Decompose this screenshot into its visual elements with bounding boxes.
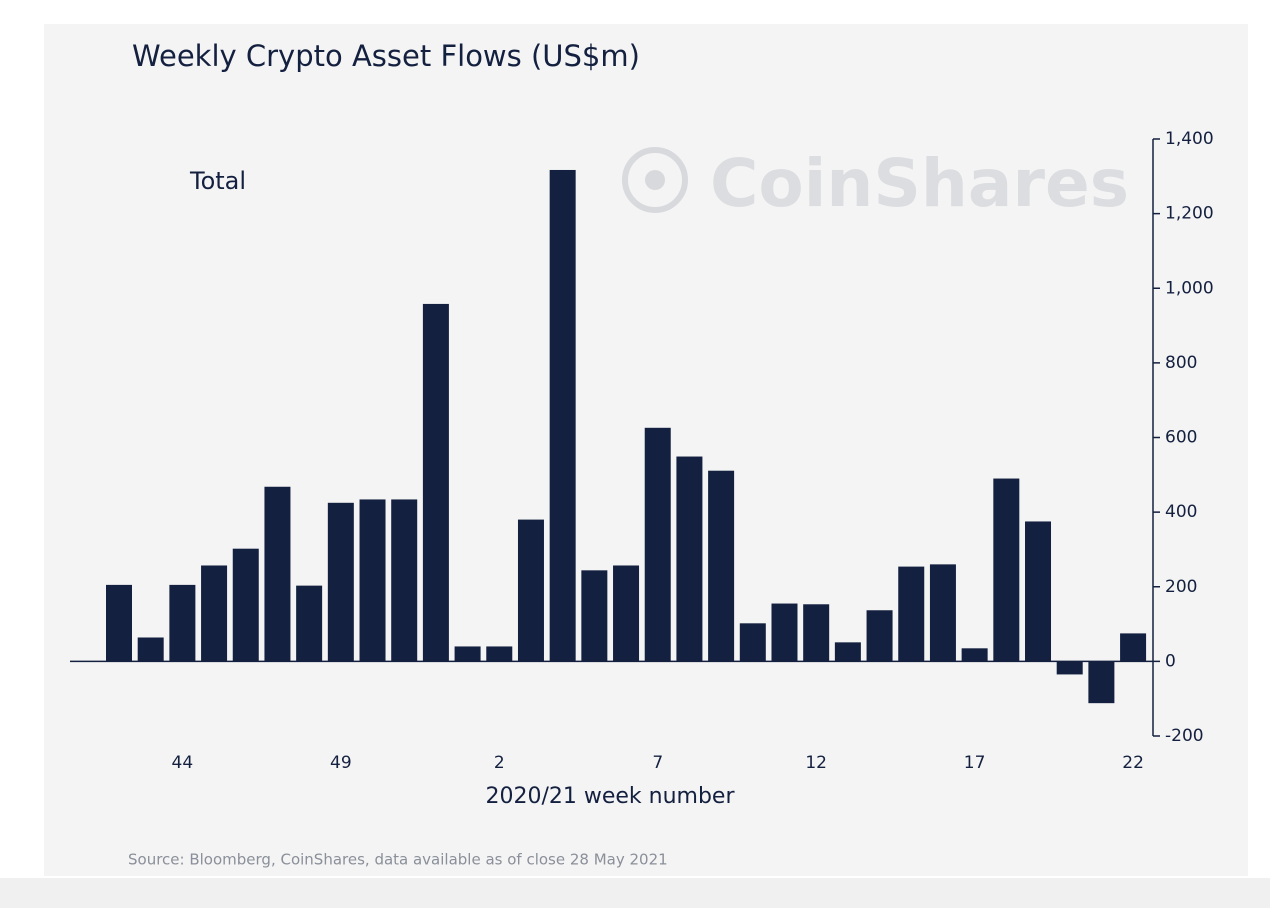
bar [961, 648, 988, 662]
bar [296, 585, 323, 662]
x-tick-label: 44 [172, 753, 194, 773]
y-tick-label: 1,200 [1165, 204, 1214, 224]
footer-strip [0, 878, 1270, 908]
bar [359, 499, 386, 662]
bar [1025, 521, 1052, 662]
y-tick-label: 800 [1165, 353, 1197, 373]
bar [201, 565, 228, 662]
x-tick-label: 22 [1122, 753, 1144, 773]
bar [422, 303, 449, 662]
x-tick-label: 12 [805, 753, 827, 773]
bar [232, 548, 259, 662]
bar [486, 646, 513, 662]
bar [581, 570, 608, 662]
bar [517, 519, 544, 662]
bar [106, 584, 132, 662]
bar [1088, 661, 1115, 704]
y-tick-label: 600 [1165, 428, 1197, 448]
bar [644, 427, 671, 662]
watermark-logo [622, 147, 688, 213]
bar [137, 637, 164, 662]
y-tick-label: 1,000 [1165, 278, 1214, 298]
bar [1056, 661, 1083, 675]
bar [264, 486, 291, 662]
watermark: CoinShares [710, 145, 1129, 222]
source-note: Source: Bloomberg, CoinShares, data avai… [128, 851, 668, 869]
bar [549, 169, 576, 662]
bar [771, 603, 798, 662]
bar [898, 566, 925, 662]
y-tick-label: 1,400 [1165, 129, 1214, 149]
x-tick-label: 7 [652, 753, 663, 773]
bar [708, 470, 735, 662]
x-tick-label: 17 [964, 753, 986, 773]
bar [454, 646, 481, 662]
bar [676, 456, 703, 662]
y-tick-label: 0 [1165, 651, 1176, 671]
y-tick-label: 400 [1165, 502, 1197, 522]
y-tick-label: 200 [1165, 577, 1197, 597]
bar [739, 623, 766, 662]
y-tick-label: -200 [1165, 726, 1204, 746]
bar [834, 642, 861, 662]
bar [1120, 633, 1147, 662]
x-axis-label: 2020/21 week number [485, 784, 735, 809]
bar [929, 564, 956, 662]
bar [327, 502, 354, 662]
bar [613, 565, 640, 662]
bar [803, 604, 830, 662]
bar [993, 478, 1020, 662]
bar [391, 499, 418, 662]
subtitle: Total [189, 167, 246, 195]
chart-title: Weekly Crypto Asset Flows (US$m) [132, 39, 640, 73]
x-tick-label: 2 [494, 753, 505, 773]
bar [169, 584, 196, 662]
x-tick-label: 49 [330, 753, 352, 773]
bar [866, 610, 893, 662]
